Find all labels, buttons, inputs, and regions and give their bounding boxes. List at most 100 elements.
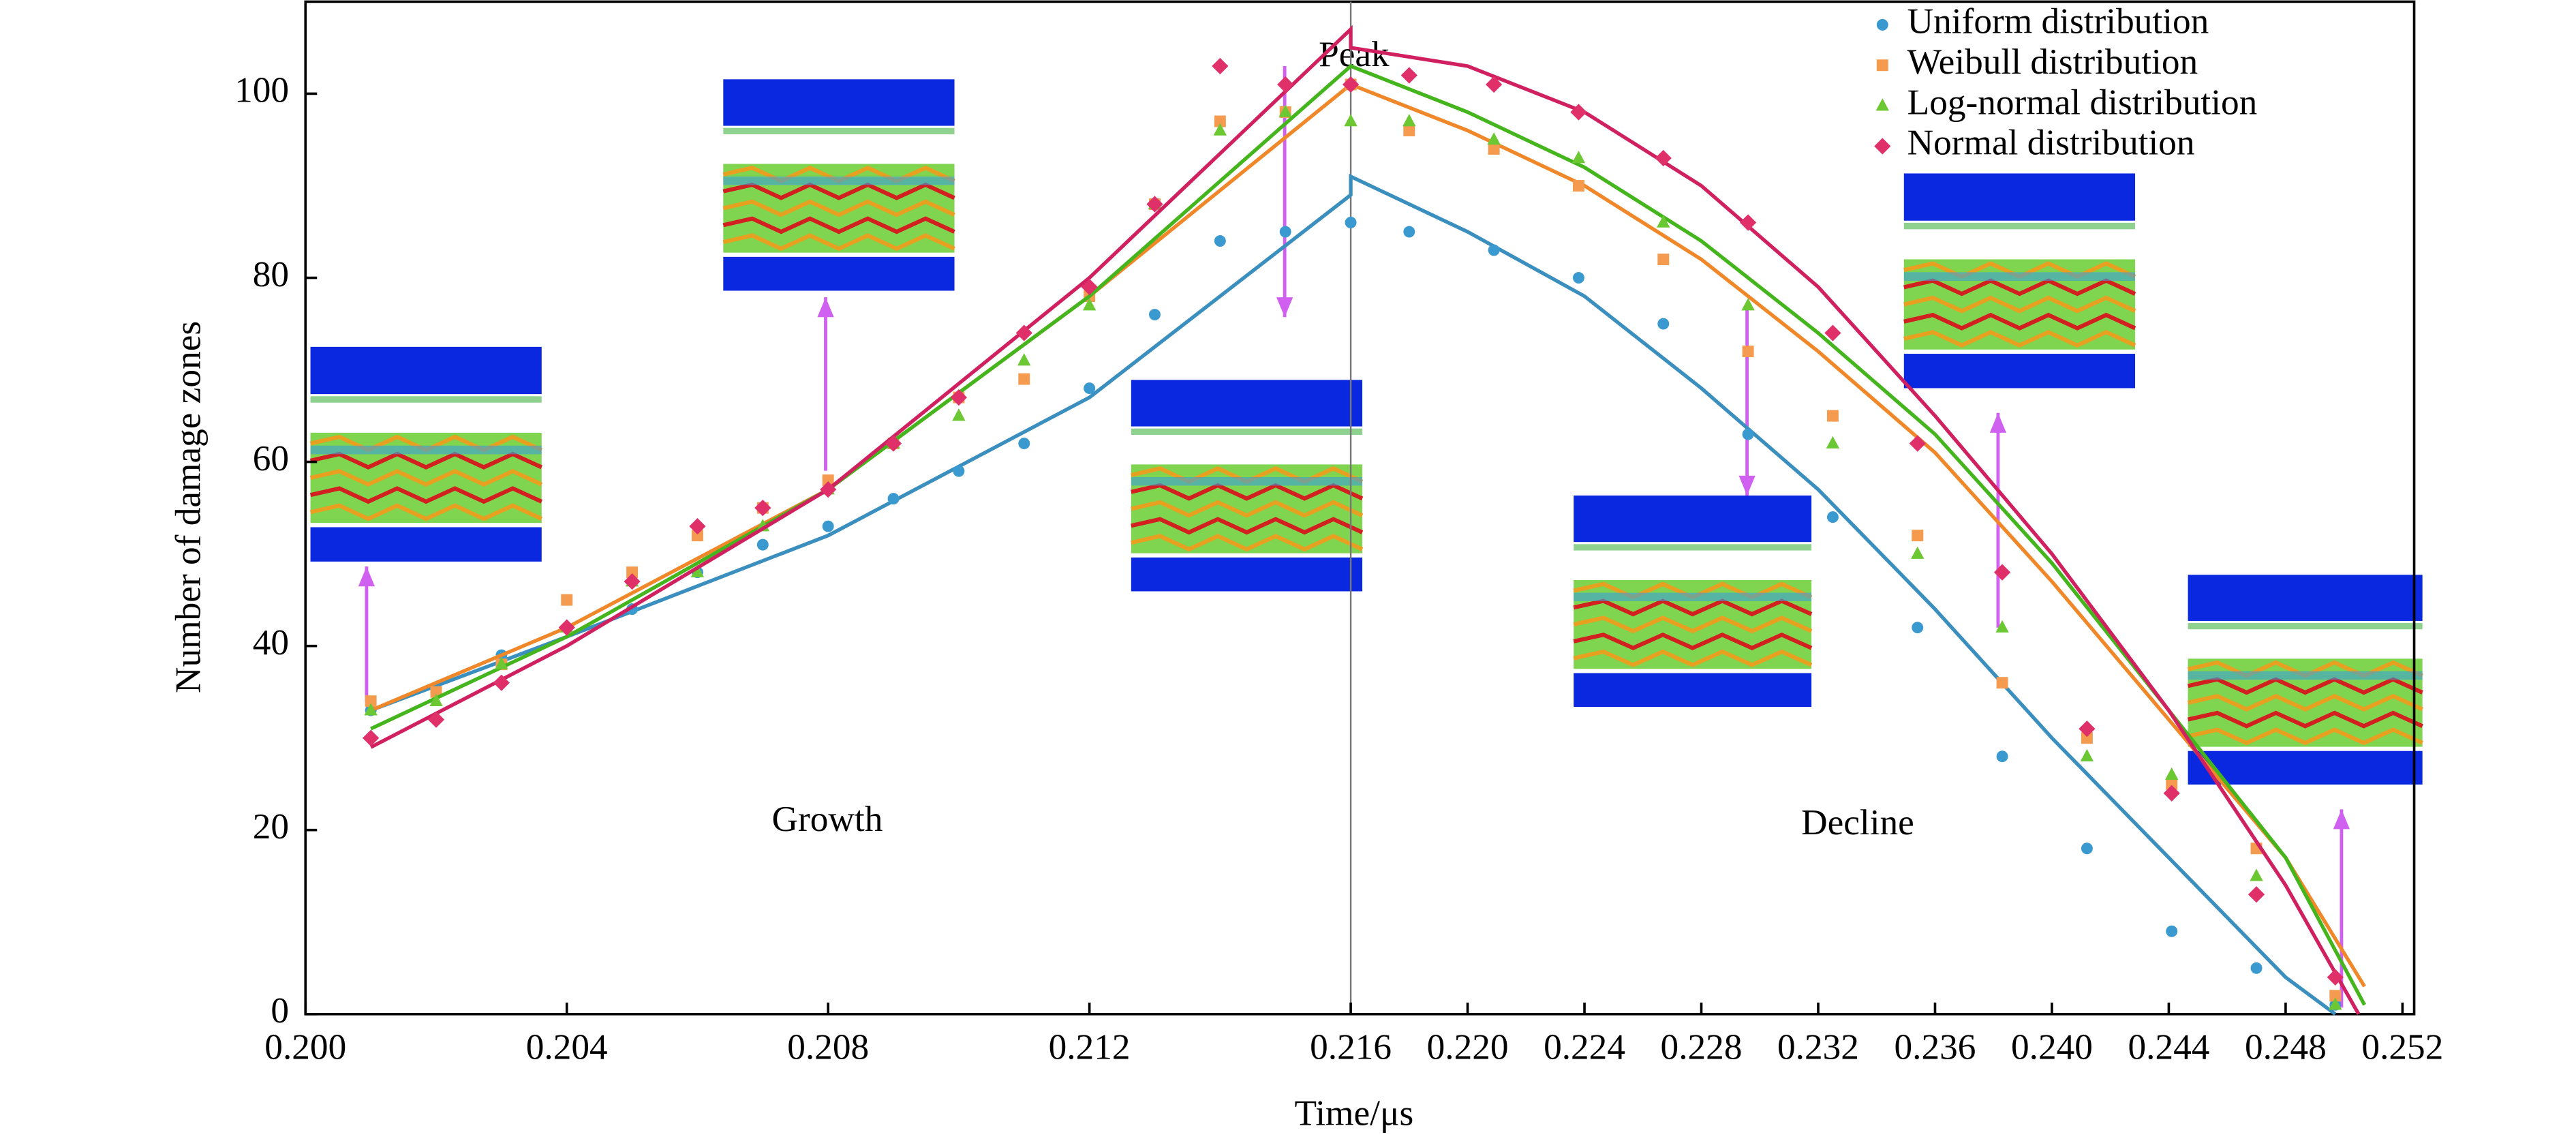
data-point	[2250, 962, 2263, 974]
data-point	[2166, 778, 2178, 790]
data-point	[1824, 324, 1841, 341]
inset-crack	[1903, 312, 2136, 331]
arrow-head	[817, 297, 834, 318]
data-point	[1403, 226, 1415, 238]
data-point	[2248, 886, 2265, 903]
legend-marker	[1876, 59, 1888, 72]
data-point	[1488, 143, 1500, 155]
y-tick-label: 20	[253, 806, 289, 847]
legend-label: Uniform distribution	[1907, 1, 2209, 42]
data-point	[1657, 254, 1670, 266]
inset-crack	[722, 233, 955, 252]
inset-band	[723, 79, 955, 126]
inset-crack	[722, 199, 955, 217]
inset-band	[1903, 173, 2136, 221]
data-point	[1911, 546, 1925, 559]
inset-wave	[310, 445, 542, 455]
data-point	[1214, 235, 1226, 247]
data-point	[1015, 324, 1032, 341]
inset-band	[723, 256, 955, 291]
inset-crack	[1903, 329, 2136, 348]
x-axis-label: Time/μs	[1295, 1093, 1414, 1133]
inset-wave	[723, 177, 955, 185]
data-point	[1149, 309, 1161, 321]
legend-label: Weibull distribution	[1907, 42, 2198, 82]
data-point	[1213, 123, 1227, 136]
data-point	[429, 693, 443, 706]
inset-wave	[2188, 671, 2423, 680]
data-point	[1403, 125, 1415, 136]
y-tick-label: 80	[253, 254, 289, 294]
x-tick-label: 0.240	[2011, 1027, 2093, 1067]
inset-crack	[1573, 649, 1813, 667]
inset-layer	[310, 396, 542, 403]
data-point	[1995, 620, 2009, 633]
plot-frame	[304, 0, 2416, 1016]
inset-band	[1131, 557, 1363, 592]
data-point	[1996, 677, 2008, 689]
data-point	[624, 573, 641, 590]
annotation: Decline	[1801, 802, 1914, 842]
inset-crack	[2187, 677, 2423, 695]
inset-layer	[1574, 544, 1812, 551]
data-point	[626, 566, 639, 579]
inset-crack	[309, 486, 543, 504]
data-point	[2329, 997, 2342, 1010]
data-point	[1487, 132, 1501, 145]
data-point	[561, 594, 573, 606]
x-tick-label: 0.200	[264, 1027, 346, 1067]
data-point	[756, 538, 769, 551]
data-point	[2081, 732, 2093, 744]
fit-line	[370, 173, 2337, 1016]
x-tick-label: 0.236	[1895, 1027, 1976, 1067]
data-point	[1400, 67, 1417, 84]
inset-crack	[1131, 534, 1364, 552]
y-tick-label: 100	[234, 70, 289, 110]
insets	[309, 65, 2423, 1008]
data-point	[1081, 278, 1098, 296]
data-point	[754, 500, 771, 517]
inset-crack	[2187, 693, 2423, 712]
data-point	[689, 518, 706, 535]
x-tick-label: 0.252	[2361, 1027, 2443, 1067]
y-tick-label: 40	[253, 622, 289, 663]
x-tick-label: 0.232	[1777, 1027, 1859, 1067]
arrow-head	[1738, 475, 1755, 496]
data-point	[953, 465, 965, 477]
inset-band	[1131, 380, 1363, 427]
y-tick-label: 60	[253, 438, 289, 479]
data-point	[1657, 318, 1670, 330]
data-point	[495, 656, 508, 669]
x-tick-label: 0.216	[1310, 1027, 1392, 1067]
data-point	[887, 493, 900, 505]
inset-layer	[1131, 428, 1363, 435]
inset-crack	[309, 451, 543, 470]
data-point	[1342, 76, 1360, 93]
data-point	[558, 619, 575, 636]
data-point	[1572, 180, 1584, 192]
inset-band	[1574, 495, 1812, 543]
data-point	[1570, 104, 1587, 121]
data-point	[1826, 410, 1839, 422]
data-point	[427, 711, 445, 728]
inset-band	[310, 346, 542, 395]
inset-band	[310, 527, 542, 562]
data-point	[820, 481, 837, 498]
arrow-head	[1989, 412, 2007, 433]
data-point	[2079, 720, 2096, 738]
inset-crack	[722, 182, 955, 200]
data-point	[2166, 925, 2178, 937]
inset-wave	[1574, 592, 1812, 602]
inset-band	[2188, 575, 2423, 621]
inset-crack	[309, 468, 543, 487]
legend-label: Log-normal distribution	[1907, 82, 2258, 122]
data-point	[1826, 436, 1840, 449]
data-point	[2080, 748, 2094, 761]
legend-marker	[1875, 98, 1889, 111]
x-tick-label: 0.220	[1427, 1027, 1509, 1067]
arrow-head	[358, 566, 375, 587]
x-tick-label: 0.244	[2128, 1027, 2209, 1067]
data-point	[2250, 868, 2263, 881]
data-point	[1572, 272, 1584, 284]
